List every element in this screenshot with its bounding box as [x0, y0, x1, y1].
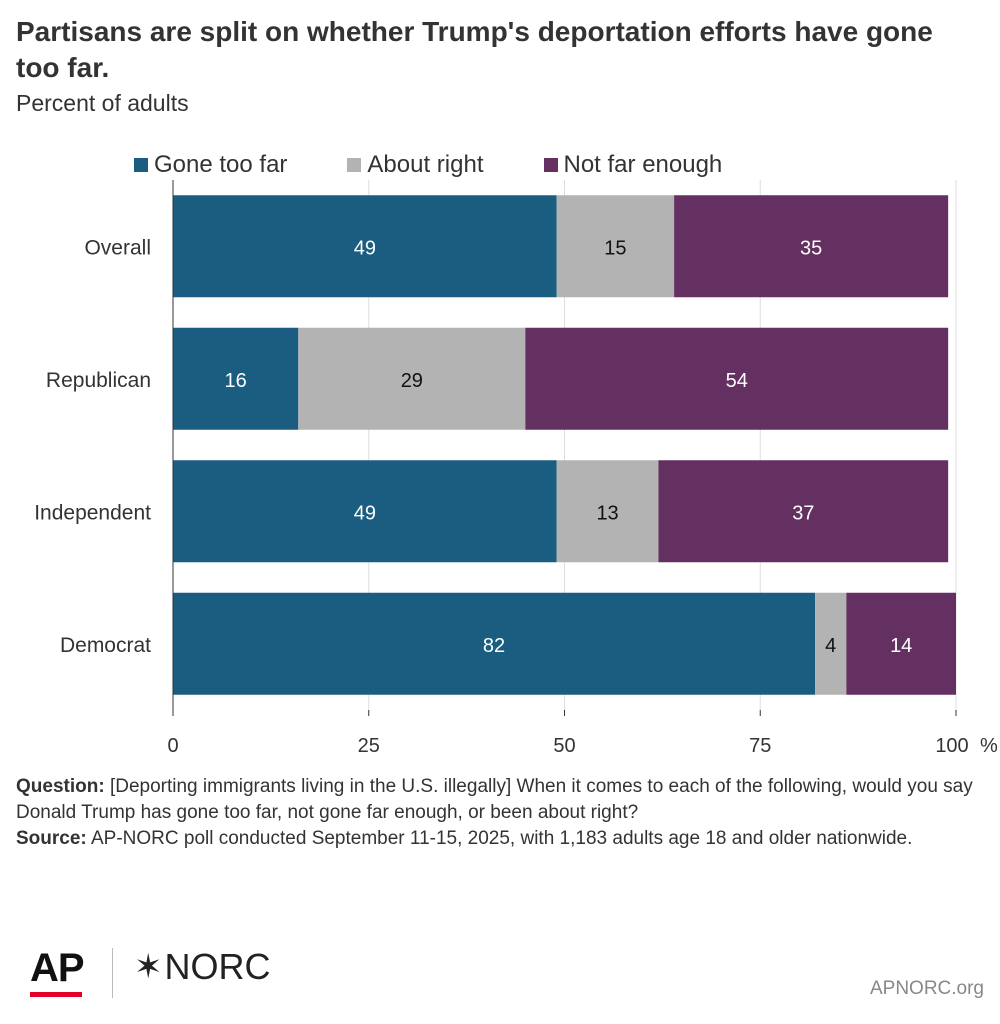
data-label-democrat-not-far-enough: 14	[890, 635, 912, 657]
logo-divider	[112, 948, 113, 998]
x-tick-label-100: 100	[935, 735, 968, 757]
question-label: Question:	[16, 776, 105, 797]
category-label-democrat: Democrat	[60, 634, 151, 657]
legend-label-about-right: About right	[367, 151, 484, 178]
ap-logo-underline	[30, 992, 82, 997]
legend-item-gone-too-far: Gone too far	[134, 151, 287, 179]
x-axis-unit: %	[980, 735, 998, 757]
bar-democrat-not-far-enough	[846, 592, 956, 695]
source-label: Source:	[16, 828, 87, 849]
x-tick-label-25: 25	[358, 735, 380, 757]
ap-logo: AP	[30, 946, 85, 990]
bar-overall-about-right	[556, 195, 675, 298]
legend-swatch-gone-too-far	[134, 158, 148, 172]
data-label-republican-about-right: 29	[401, 370, 423, 392]
question-note: Question: [Deporting immigrants living i…	[16, 774, 976, 826]
legend-label-gone-too-far: Gone too far	[154, 151, 288, 178]
x-tick-label-0: 0	[167, 735, 178, 757]
site-url: APNORC.org	[869, 978, 984, 999]
category-label-overall: Overall	[84, 236, 151, 259]
bar-republican-about-right	[298, 327, 526, 430]
x-tick-label-75: 75	[749, 735, 771, 757]
data-label-overall-gone-too-far: 49	[354, 237, 376, 259]
norc-star-icon: ✶	[134, 948, 163, 986]
data-label-overall-not-far-enough: 35	[800, 237, 822, 259]
stacked-bar-chart: Overall 49 15 35 Republican 16 29 54 Independent…	[34, 180, 998, 757]
legend-item-about-right: About right	[347, 151, 484, 179]
legend: Gone too far About right Not far enough	[134, 150, 722, 180]
data-label-overall-about-right: 15	[604, 237, 626, 259]
data-label-democrat-gone-too-far: 82	[483, 635, 505, 657]
bar-independent-not-far-enough	[658, 460, 949, 563]
category-label-republican: Republican	[46, 369, 151, 392]
legend-swatch-about-right	[347, 158, 362, 172]
source-text: AP-NORC poll conducted September 11-15, …	[90, 828, 913, 849]
bar-overall-not-far-enough	[674, 195, 949, 298]
bar-independent-about-right	[556, 460, 659, 563]
bar-independent-gone-too-far	[173, 460, 557, 563]
bar-republican-not-far-enough	[525, 327, 949, 430]
data-label-independent-not-far-enough: 37	[792, 502, 814, 524]
category-label-independent: Independent	[34, 501, 151, 524]
data-label-republican-gone-too-far: 16	[225, 370, 247, 392]
chart-title: Partisans are split on whether Trump's d…	[16, 16, 933, 83]
bar-democrat-gone-too-far	[173, 592, 816, 695]
source-note: Source: AP-NORC poll conducted September…	[16, 826, 976, 852]
data-label-republican-not-far-enough: 54	[726, 370, 748, 392]
data-label-independent-about-right: 13	[596, 502, 618, 524]
bar-overall-gone-too-far	[173, 195, 557, 298]
norc-logo: ✶ NORC	[134, 946, 271, 988]
footnote: Question: [Deporting immigrants living i…	[16, 774, 976, 852]
question-text: [Deporting immigrants living in the U.S.…	[16, 776, 973, 823]
legend-item-not-far-enough: Not far enough	[543, 151, 723, 179]
x-tick-label-50: 50	[553, 735, 575, 757]
legend-swatch-not-far-enough	[543, 158, 558, 172]
bar-republican-gone-too-far	[173, 327, 299, 430]
chart-subtitle: Percent of adults	[16, 90, 189, 116]
bar-democrat-about-right	[815, 592, 847, 695]
legend-label-not-far-enough: Not far enough	[563, 151, 723, 178]
norc-logo-text: NORC	[164, 946, 271, 987]
data-label-independent-gone-too-far: 49	[354, 502, 376, 524]
data-label-democrat-about-right: 4	[825, 635, 836, 657]
